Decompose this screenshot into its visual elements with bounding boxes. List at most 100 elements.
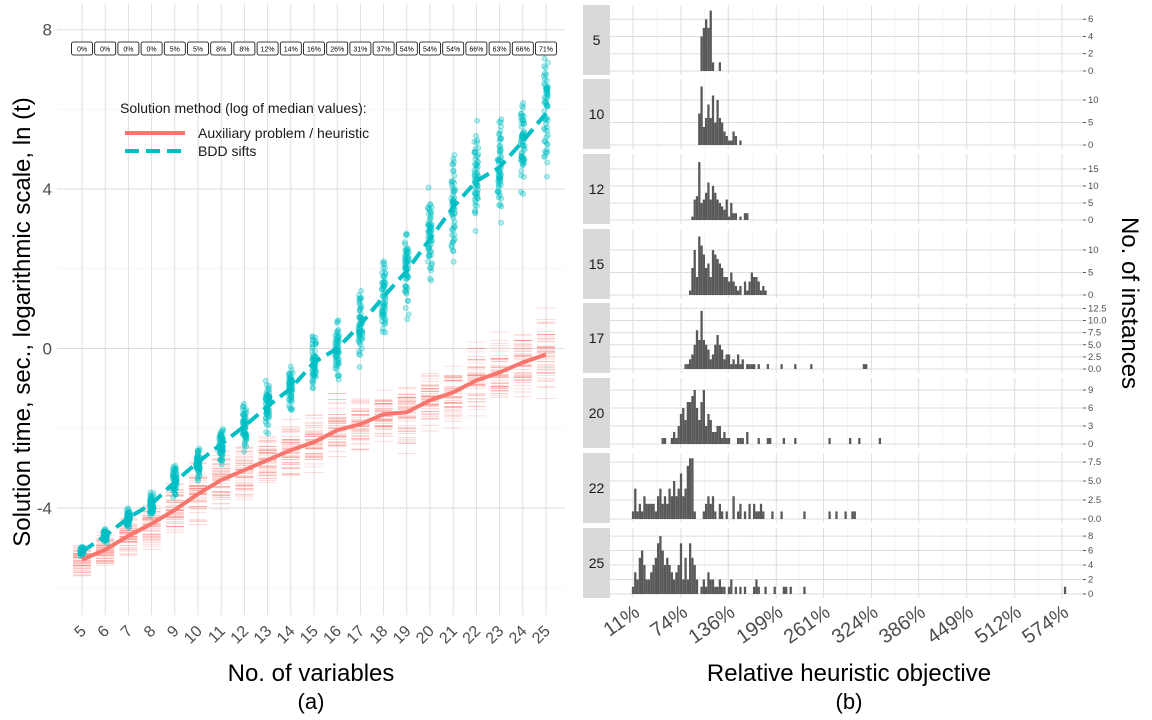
histogram-bar: [764, 586, 767, 594]
histogram-bar: [810, 364, 813, 369]
histogram-bar: [634, 488, 637, 519]
bdd-point: [521, 142, 528, 149]
bdd-point: [336, 356, 342, 363]
histogram-bar: [725, 511, 728, 519]
histogram-bar: [657, 496, 660, 519]
histogram-bar: [682, 408, 685, 444]
bdd-point: [404, 245, 411, 252]
percent-label-box: [233, 41, 256, 56]
histogram-bar: [711, 354, 715, 369]
percent-label: 5%: [170, 47, 180, 54]
percent-label-box: [372, 41, 395, 56]
facet-y-tick-label: 2: [1088, 49, 1093, 60]
histogram-bar: [702, 511, 706, 519]
bdd-point: [265, 385, 272, 392]
histogram-bar: [739, 586, 742, 594]
histogram-bar: [721, 511, 724, 519]
bdd-point: [451, 231, 458, 238]
histogram-bar: [780, 364, 783, 369]
facet-strip-label: 10: [589, 106, 605, 122]
bdd-point: [357, 295, 364, 302]
bdd-point: [219, 457, 226, 464]
facet-y-tick-label: 0: [1088, 215, 1093, 226]
bdd-point: [543, 71, 549, 78]
bdd-point: [402, 282, 409, 289]
histogram-bar: [858, 438, 861, 444]
histogram-bar: [739, 438, 742, 444]
histogram-bar: [766, 364, 770, 369]
histogram-bar: [657, 543, 660, 594]
percent-label: 66%: [469, 47, 483, 54]
histogram-bar: [725, 136, 728, 145]
bdd-point: [428, 241, 435, 248]
histogram-bar: [828, 511, 831, 519]
bdd-point: [101, 526, 108, 533]
bdd-point: [196, 465, 203, 472]
histogram-bar: [762, 286, 765, 295]
histogram-bar: [650, 503, 653, 519]
bdd-point: [541, 63, 548, 70]
bdd-point: [498, 219, 504, 226]
facet-strip-label: 25: [589, 555, 605, 571]
histogram-bar: [743, 281, 747, 295]
bdd-point: [172, 491, 179, 498]
histogram-bar: [714, 192, 717, 220]
histogram-bar: [718, 118, 722, 145]
histogram-bar: [734, 286, 738, 295]
bdd-point: [518, 138, 524, 145]
histogram-bar: [746, 364, 749, 369]
histogram-bar: [769, 438, 772, 444]
bdd-point: [497, 143, 504, 150]
histogram-bar: [645, 579, 648, 594]
histogram-bar: [679, 473, 683, 519]
histogram-bar: [714, 432, 717, 444]
histogram-bar: [732, 359, 735, 369]
facet-y-tick-label: 0: [1088, 290, 1093, 301]
bdd-point: [544, 91, 551, 97]
a-x-tick-label: 7: [118, 623, 136, 641]
histogram-bar: [691, 557, 694, 594]
histogram-bar: [702, 390, 706, 444]
histogram-bar: [684, 488, 687, 519]
histogram-bar: [755, 579, 758, 594]
bdd-point: [312, 334, 319, 341]
histogram-bar: [739, 216, 742, 220]
bdd-point: [544, 173, 550, 180]
histogram-bar: [689, 290, 692, 295]
facet-y-tick-label: 2.5: [1088, 352, 1101, 363]
panel-b-y-axis-title: No. of instances: [1116, 217, 1143, 389]
facet-strip-label: 17: [589, 330, 605, 346]
facet-y-tick-label: 0: [1088, 589, 1093, 600]
facet-strip: [583, 5, 610, 75]
facet-y-tick-label: 0.0: [1088, 514, 1101, 525]
facet-y-tick-label: 10: [1088, 95, 1099, 106]
percent-label: 0%: [77, 47, 87, 54]
histogram-bar: [638, 557, 642, 594]
bdd-point: [262, 418, 269, 425]
histogram-bar: [673, 432, 676, 444]
histogram-bar: [702, 199, 706, 220]
bdd-point: [519, 142, 526, 149]
percent-label: 0%: [123, 47, 133, 54]
bdd-point: [518, 189, 524, 195]
bdd-point: [217, 433, 224, 440]
bdd-point: [451, 210, 458, 217]
bdd-point: [266, 413, 272, 420]
histogram-bar: [725, 438, 728, 444]
histogram-bar: [851, 511, 854, 519]
bdd-point: [544, 59, 551, 66]
histogram-bar: [723, 277, 726, 295]
panel-a-median-lines: [80, 112, 548, 562]
bdd-point: [541, 76, 548, 82]
bdd-point: [243, 434, 250, 440]
bdd-point: [309, 384, 316, 391]
histogram-bar: [654, 511, 658, 519]
histogram-bar: [711, 496, 715, 519]
facet-y-tick-label: 10: [1088, 245, 1099, 256]
bdd-point: [518, 132, 525, 139]
facet-y-tick-label: 8: [1088, 531, 1093, 542]
bdd-point: [357, 305, 364, 312]
facet-y-tick-label: 0: [1088, 66, 1093, 77]
bdd-point: [401, 258, 408, 265]
bdd-point: [495, 182, 502, 189]
